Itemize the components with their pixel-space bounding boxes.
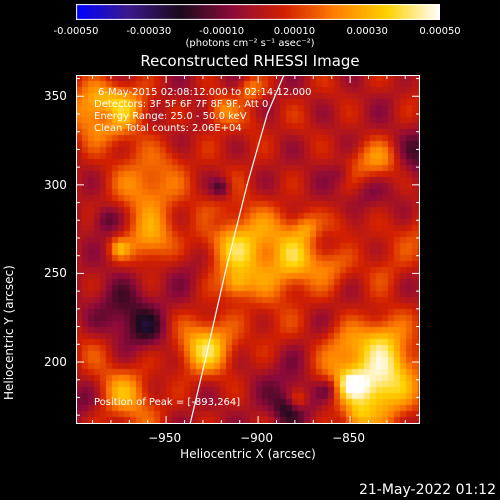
solar-limb-curve [189,75,285,424]
x-axis-label: Heliocentric X (arcsec) [180,447,316,461]
axis-ticks [76,75,420,424]
colorbar-tick-label: 0.00030 [346,26,388,37]
y-tick-label: 300 [44,177,67,192]
x-tick-label: −900 [240,431,274,445]
plot-frame [76,75,420,424]
y-tick-label: 350 [44,89,67,104]
time-range-annotation: 6-May-2015 02:08:12.000 to 02:14:12.000 [98,87,312,98]
energy-annotation: Energy Range: 25.0 - 50.0 keV [94,111,247,122]
colorbar-tick-label: -0.00050 [53,26,99,37]
clean-annotation: Clean Total counts: 2.06E+04 [94,123,242,134]
y-axis-label: Heliocentric Y (arcsec) [2,265,16,400]
colorbar-tick-label: 0.00010 [273,26,316,37]
heatmap-image [76,75,420,424]
colorbar-tick-label: 0.00050 [419,26,461,37]
peak-position-annotation: Position of Peak = [-893,264] [94,397,241,408]
y-tick-label: 200 [44,354,67,369]
footer-date: 21-May-2022 01:12 [358,482,496,498]
colorbar [76,4,440,20]
chart-title: Reconstructed RHESSI Image [140,52,360,70]
detectors-annotation: Detectors: 3F 5F 6F 7F 8F 9F, Att 0 [94,99,269,110]
colorbar-tick-label: -0.00030 [126,26,172,37]
y-tick-label: 250 [44,266,67,281]
x-tick-label: −950 [148,431,182,445]
colorbar-unit-label: (photons cm⁻² s⁻¹ asec⁻²) [185,38,315,49]
colorbar-tick-label: -0.00010 [199,26,245,37]
plot-overlay [76,75,420,424]
colorbar-tick-labels: -0.00050 -0.00030 -0.00010 0.00010 0.000… [54,26,461,38]
x-tick-label: −850 [332,431,366,445]
plot-area: 6-May-2015 02:08:12.000 to 02:14:12.000 … [76,75,420,424]
